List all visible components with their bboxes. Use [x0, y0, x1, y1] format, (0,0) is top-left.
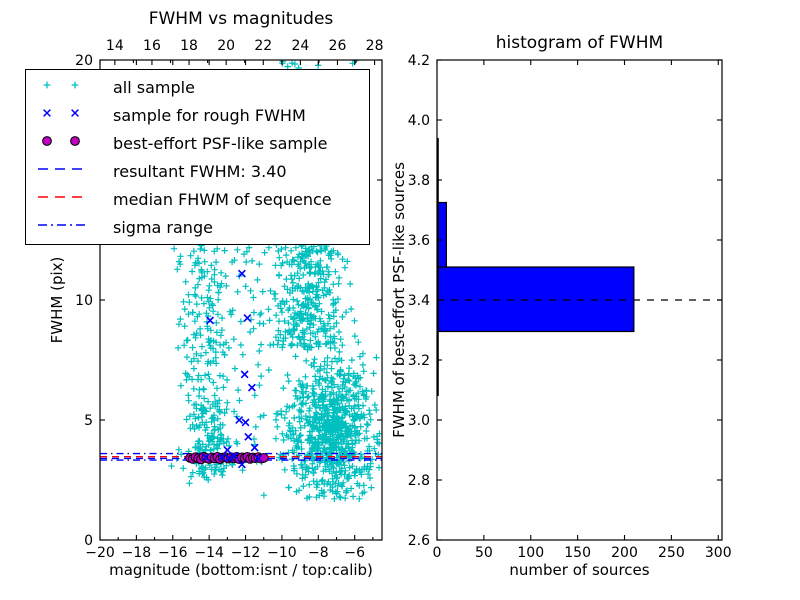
- left-axis-tick-label: 3.8: [408, 173, 430, 189]
- legend-item-label: sigma range: [113, 217, 213, 237]
- legend-item: all sample: [26, 74, 369, 101]
- legend-item: sigma range: [26, 214, 369, 241]
- left-plot-frame: −20 −18 −16 −14 −12 −10 −8 −6 14 16 18 20 22 24 26 28 0 5…: [75, 38, 383, 561]
- bottom-axis-tick-label: −16: [158, 545, 188, 561]
- top-axis-tick-label: 28: [366, 38, 384, 54]
- legend-marker: [35, 188, 97, 210]
- bottom-axis-tick-label: 150: [564, 545, 591, 561]
- dot2-legend-icon: [42, 136, 80, 146]
- left-axis-tick-label: 3.0: [408, 413, 430, 429]
- legend-item: sample for rough FWHM: [26, 102, 369, 129]
- left-axis-tick-label: 10: [75, 293, 93, 309]
- dashdot-legend-icon: [38, 224, 87, 226]
- left-axis-tick-label: 3.6: [408, 233, 430, 249]
- legend-item: best-effort PSF-like sample: [26, 130, 369, 157]
- dashes-legend-icon: [38, 196, 87, 198]
- left-axis-tick-label: 20: [75, 53, 93, 69]
- bottom-axis-tick-label: −8: [308, 545, 329, 561]
- right-plot-xlabel: number of sources: [509, 561, 650, 579]
- histogram-bar: [437, 201, 447, 268]
- left-axis-tick-label: 2.8: [408, 473, 430, 489]
- top-axis-tick-label: 20: [217, 38, 235, 54]
- legend-marker: [35, 76, 97, 98]
- bottom-axis-tick-label: −20: [85, 545, 115, 561]
- legend-item-label: sample for rough FWHM: [113, 105, 306, 125]
- top-axis-tick-label: 26: [329, 38, 347, 54]
- bottom-axis-tick-label: −12: [231, 545, 261, 561]
- bottom-axis-tick-label: 250: [658, 545, 685, 561]
- bottom-axis-tick-label: −18: [122, 545, 152, 561]
- top-axis-tick-label: 22: [254, 38, 272, 54]
- left-axis-tick-label: 3.4: [408, 293, 430, 309]
- bottom-axis-tick-label: −6: [344, 545, 365, 561]
- left-axis-tick-label: 5: [84, 413, 93, 429]
- bottom-axis-tick-label: 100: [517, 545, 544, 561]
- top-axis-tick-label: 16: [143, 38, 161, 54]
- bottom-axis-tick-label: 200: [611, 545, 638, 561]
- legend-item-label: resultant FWHM: 3.40: [113, 161, 287, 181]
- left-axis-tick-label: 3.2: [408, 353, 430, 369]
- left-axis-tick-label: 4.2: [408, 53, 430, 69]
- left-plot-content: [100, 60, 382, 502]
- bottom-axis-tick-label: 0: [433, 545, 442, 561]
- top-axis-tick-label: 18: [180, 38, 198, 54]
- right-plot-ylabel: FWHM of best-effort PSF-like sources: [390, 162, 408, 438]
- legend-item-label: best-effort PSF-like sample: [113, 133, 328, 153]
- left-plot-ylabel: FWHM (pix): [48, 256, 66, 344]
- bottom-axis-tick-label: −14: [194, 545, 224, 561]
- scatter-all-sample: [168, 60, 382, 502]
- left-axis-tick-label: 2.6: [408, 533, 430, 549]
- top-axis-tick-label: 24: [291, 38, 309, 54]
- legend: all sample sample for rough FWHM best-effo…: [25, 69, 370, 245]
- right-plot-content: [437, 138, 722, 396]
- left-axis-tick-label: 0: [84, 533, 93, 549]
- scatter-rough-fwhm: [201, 269, 263, 469]
- dashes-legend-icon: [38, 168, 87, 170]
- legend-item: median FHWM of sequence: [26, 186, 369, 213]
- legend-marker: [35, 216, 97, 238]
- left-plot-xlabel: magnitude (bottom:isnt / top:calib): [109, 561, 373, 579]
- plus2-legend-icon: [43, 81, 79, 89]
- top-axis-tick-label: 14: [106, 38, 124, 54]
- legend-marker: [35, 104, 97, 126]
- legend-item-label: median FHWM of sequence: [113, 189, 332, 209]
- left-axis-tick-label: 4.0: [408, 113, 430, 129]
- histogram-bars: [437, 201, 635, 333]
- legend-marker: [35, 132, 97, 154]
- bottom-axis-tick-label: −10: [267, 545, 297, 561]
- right-plot-title: histogram of FWHM: [495, 33, 664, 53]
- legend-item-label: all sample: [113, 77, 195, 97]
- x2-legend-icon: [43, 109, 79, 117]
- bottom-axis-tick-label: 50: [475, 545, 493, 561]
- legend-marker: [35, 160, 97, 182]
- histogram-bar: [437, 266, 635, 333]
- bottom-axis-tick-label: 300: [705, 545, 732, 561]
- legend-item: resultant FWHM: 3.40: [26, 158, 369, 185]
- right-plot-frame: 0 50 100 150 200 250 300 2.6 2.8 3.0 3.2 3.4 3.6 3.8 4…: [408, 53, 732, 561]
- left-plot-title: FWHM vs magnitudes: [148, 9, 334, 29]
